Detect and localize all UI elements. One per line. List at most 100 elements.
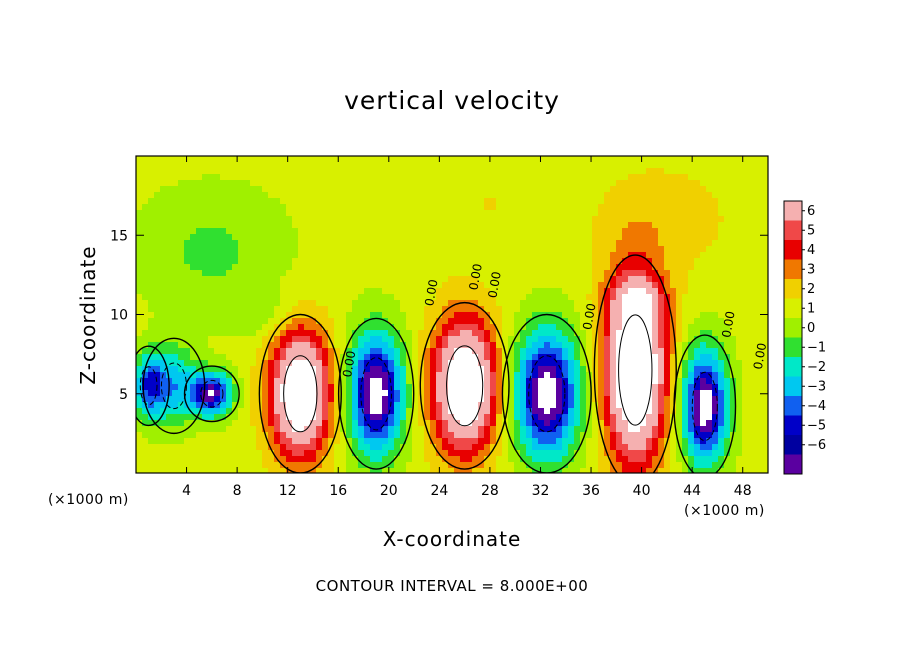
heat-cell <box>322 198 329 205</box>
heat-cell <box>154 294 161 301</box>
heat-cell <box>652 270 659 277</box>
heat-cell <box>418 414 425 421</box>
heat-cell <box>316 180 323 187</box>
heat-cell <box>202 402 209 409</box>
heat-cell <box>484 258 491 265</box>
heat-cell <box>322 252 329 259</box>
heat-cell <box>730 342 737 349</box>
heat-cell <box>496 390 503 397</box>
heat-cell <box>520 294 527 301</box>
heat-cell <box>496 336 503 343</box>
heat-cell <box>718 210 725 217</box>
heat-cell <box>610 348 617 355</box>
heat-cell <box>658 408 665 415</box>
heat-cell <box>676 174 683 181</box>
heat-cell <box>622 174 629 181</box>
heat-cell <box>472 162 479 169</box>
heat-cell <box>496 378 503 385</box>
heat-cell <box>562 276 569 283</box>
heat-cell <box>604 204 611 211</box>
heat-cell <box>724 258 731 265</box>
heat-cell <box>748 372 755 379</box>
heat-cell <box>766 216 768 223</box>
heat-cell <box>694 294 701 301</box>
heat-cell <box>298 354 305 361</box>
heat-cell <box>490 300 497 307</box>
heat-cell <box>244 180 251 187</box>
heat-cell <box>424 420 431 427</box>
heat-cell <box>670 234 677 241</box>
heat-cell <box>730 180 737 187</box>
heat-cell <box>238 360 245 367</box>
heat-cell <box>292 186 299 193</box>
heat-cell <box>142 186 149 193</box>
heat-cell <box>178 258 185 265</box>
heat-cell <box>346 276 353 283</box>
heat-cell <box>742 222 749 229</box>
heat-cell <box>424 330 431 337</box>
heat-cell <box>448 414 455 421</box>
heat-cell <box>214 294 221 301</box>
heat-cell <box>640 252 647 259</box>
heat-cell <box>202 174 209 181</box>
heat-cell <box>508 162 515 169</box>
heat-cell <box>736 390 743 397</box>
heat-cell <box>220 162 227 169</box>
heat-cell <box>256 318 263 325</box>
heat-cell <box>634 180 641 187</box>
heat-cell <box>574 198 581 205</box>
heat-cell <box>190 222 197 229</box>
heat-cell <box>760 246 767 253</box>
heat-cell <box>148 198 155 205</box>
heat-cell <box>646 318 653 325</box>
heat-cell <box>298 192 305 199</box>
heat-cell <box>226 384 233 391</box>
heat-cell <box>268 258 275 265</box>
heat-cell <box>634 192 641 199</box>
heat-cell <box>292 198 299 205</box>
heat-cell <box>718 168 725 175</box>
heat-cell <box>706 372 713 379</box>
heat-cell <box>244 264 251 271</box>
heat-cell <box>526 210 533 217</box>
heat-cell <box>526 306 533 313</box>
heat-cell <box>400 186 407 193</box>
heat-cell <box>622 288 629 295</box>
heat-cell <box>430 264 437 271</box>
heat-cell <box>184 414 191 421</box>
heat-cell <box>274 180 281 187</box>
heat-cell <box>610 366 617 373</box>
heat-cell <box>172 294 179 301</box>
heat-cell <box>496 354 503 361</box>
heat-cell <box>436 276 443 283</box>
heat-cell <box>136 378 143 385</box>
heat-cell <box>478 264 485 271</box>
heat-cell <box>286 246 293 253</box>
heat-cell <box>232 402 239 409</box>
heat-cell <box>424 156 431 163</box>
heat-cell <box>748 312 755 319</box>
heat-cell <box>184 264 191 271</box>
heat-cell <box>208 174 215 181</box>
heat-cell <box>166 252 173 259</box>
heat-cell <box>766 294 768 301</box>
heat-cell <box>328 426 335 433</box>
heat-cell <box>364 324 371 331</box>
heat-cell <box>232 258 239 265</box>
heat-cell <box>346 162 353 169</box>
heat-cell <box>448 234 455 241</box>
heat-cell <box>400 258 407 265</box>
heat-cell <box>436 264 443 271</box>
heat-cell <box>712 156 719 163</box>
heat-cell <box>622 318 629 325</box>
heat-cell <box>424 354 431 361</box>
heat-cell <box>658 348 665 355</box>
heat-cell <box>142 360 149 367</box>
heat-cell <box>460 276 467 283</box>
heat-cell <box>580 414 587 421</box>
heat-cell <box>484 426 491 433</box>
heat-cell <box>724 240 731 247</box>
heat-cell <box>202 360 209 367</box>
heat-cell <box>352 318 359 325</box>
heat-cell <box>490 156 497 163</box>
